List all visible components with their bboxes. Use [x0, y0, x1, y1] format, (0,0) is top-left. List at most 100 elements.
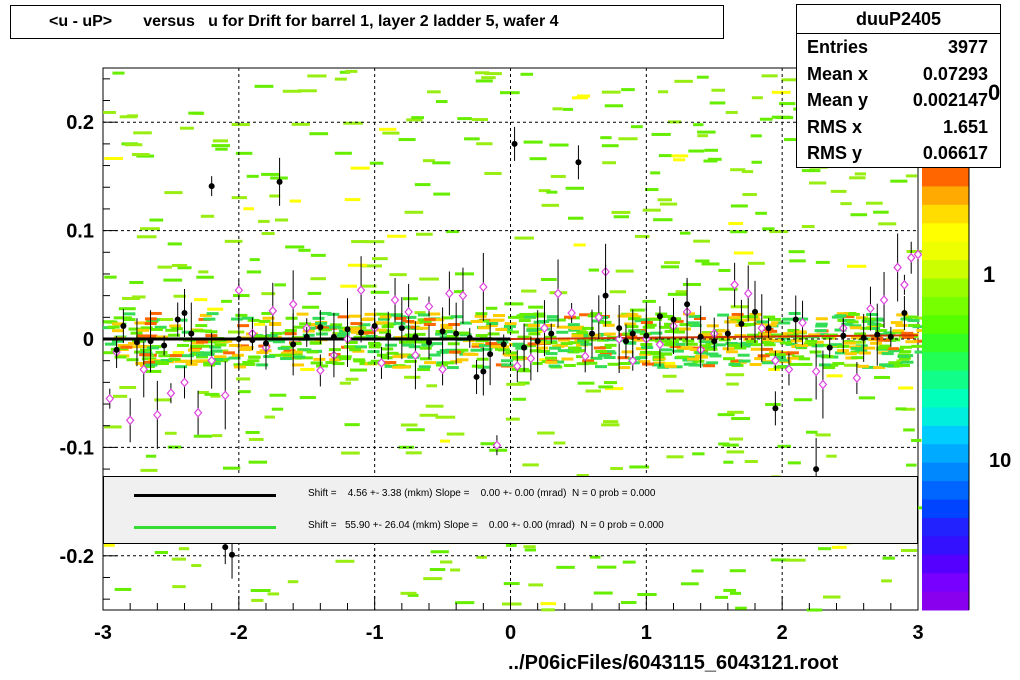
hist-cell: [688, 149, 705, 153]
hist-cell: [400, 423, 418, 427]
hist-cell: [285, 245, 305, 249]
hist-band-cell: [713, 343, 726, 347]
black-point: [398, 325, 405, 332]
hist-cell: [414, 311, 426, 315]
hist-cell: [815, 433, 831, 437]
legend-entry-black: Shift = 4.56 +- 3.38 (mkm) Slope = 0.00 …: [104, 485, 917, 505]
hist-cell: [585, 389, 602, 393]
hist-band-cell: [337, 332, 350, 336]
hist-band-cell: [850, 346, 863, 350]
pink-point: [424, 301, 434, 312]
hist-band-cell: [123, 312, 136, 316]
black-point: [826, 344, 833, 351]
hist-band-cell: [145, 334, 158, 338]
hist-cell: [725, 110, 738, 114]
hist-band-cell: [669, 327, 682, 331]
hist-cell: [167, 445, 182, 449]
hist-band-cell: [568, 347, 581, 351]
hist-band-cell: [590, 356, 603, 360]
hist-band-cell: [423, 322, 436, 326]
hist-cell: [427, 90, 441, 94]
hist-band-cell: [527, 342, 540, 346]
hist-cell: [695, 259, 710, 263]
hist-cell: [334, 77, 347, 81]
hist-band-cell: [328, 348, 341, 352]
pink-point: [404, 306, 413, 317]
hist-band-cell: [398, 365, 411, 369]
hist-band-cell: [477, 319, 490, 323]
black-point: [174, 316, 181, 323]
hist-band-cell: [561, 357, 574, 361]
palette-cell: [922, 296, 969, 316]
hist-band-cell: [849, 345, 862, 349]
hist-band-cell: [330, 323, 343, 327]
hist-cell: [601, 423, 620, 427]
hist-band-cell: [822, 355, 835, 359]
hist-band-cell: [234, 365, 247, 369]
hist-band-cell: [175, 365, 188, 369]
hist-cell: [340, 284, 357, 288]
hist-cell: [882, 556, 895, 560]
hist-band-cell: [587, 314, 600, 318]
hist-cell: [789, 259, 806, 263]
hist-band-cell: [474, 314, 487, 318]
hist-band-cell: [390, 313, 403, 317]
hist-cell: [154, 550, 168, 554]
hist-cell: [528, 305, 544, 309]
hist-band-cell: [687, 357, 700, 361]
hist-band-cell: [650, 317, 663, 321]
hist-band-cell: [242, 361, 255, 365]
hist-band-cell: [281, 351, 294, 355]
hist-cell: [261, 172, 281, 176]
hist-band-cell: [309, 341, 322, 345]
hist-band-cell: [526, 328, 539, 332]
hist-cell: [196, 275, 214, 279]
hist-band-cell: [471, 344, 484, 348]
hist-cell: [520, 72, 534, 76]
pink-point: [818, 379, 828, 390]
hist-cell: [901, 407, 916, 411]
hist-cell: [404, 210, 424, 214]
hist-cell: [728, 222, 744, 226]
hist-cell: [826, 454, 837, 458]
hist-band-cell: [284, 329, 297, 333]
hist-band-cell: [607, 362, 620, 366]
hist-cell: [714, 595, 728, 599]
hist-cell: [703, 159, 718, 163]
legend-swatch-green: [134, 526, 276, 529]
hist-band-cell: [647, 338, 660, 342]
hist-cell: [104, 157, 123, 161]
hist-cell: [787, 461, 801, 465]
palette-cell: [922, 481, 969, 500]
hist-cell: [549, 143, 569, 147]
hist-cell: [603, 381, 618, 385]
hist-band-cell: [535, 339, 548, 343]
black-point: [738, 320, 745, 327]
hist-cell: [730, 168, 746, 172]
hist-band-cell: [855, 344, 868, 348]
hist-cell: [911, 438, 922, 442]
black-point: [235, 336, 242, 342]
hist-band-cell: [485, 342, 498, 346]
hist-band-cell: [456, 348, 469, 352]
hist-cell: [771, 115, 791, 119]
hist-band-cell: [628, 317, 641, 321]
hist-cell: [657, 90, 669, 94]
hist-cell: [455, 272, 475, 276]
legend-text-green: Shift = 55.90 +- 26.04 (mkm) Slope = 0.0…: [308, 520, 664, 531]
hist-band-cell: [706, 324, 719, 328]
hist-band-cell: [408, 345, 421, 349]
hist-band-cell: [906, 315, 919, 319]
hist-cell: [794, 398, 813, 402]
hist-cell: [731, 417, 751, 421]
hist-band-cell: [137, 328, 150, 332]
hist-band-cell: [842, 315, 855, 319]
hist-cell: [514, 236, 534, 240]
hist-cell: [122, 296, 141, 300]
hist-band-cell: [338, 329, 351, 333]
palette-cell: [922, 389, 969, 408]
hist-band-cell: [850, 350, 863, 354]
black-point: [684, 301, 691, 308]
hist-band-cell: [618, 362, 631, 366]
hist-cell: [642, 208, 661, 212]
